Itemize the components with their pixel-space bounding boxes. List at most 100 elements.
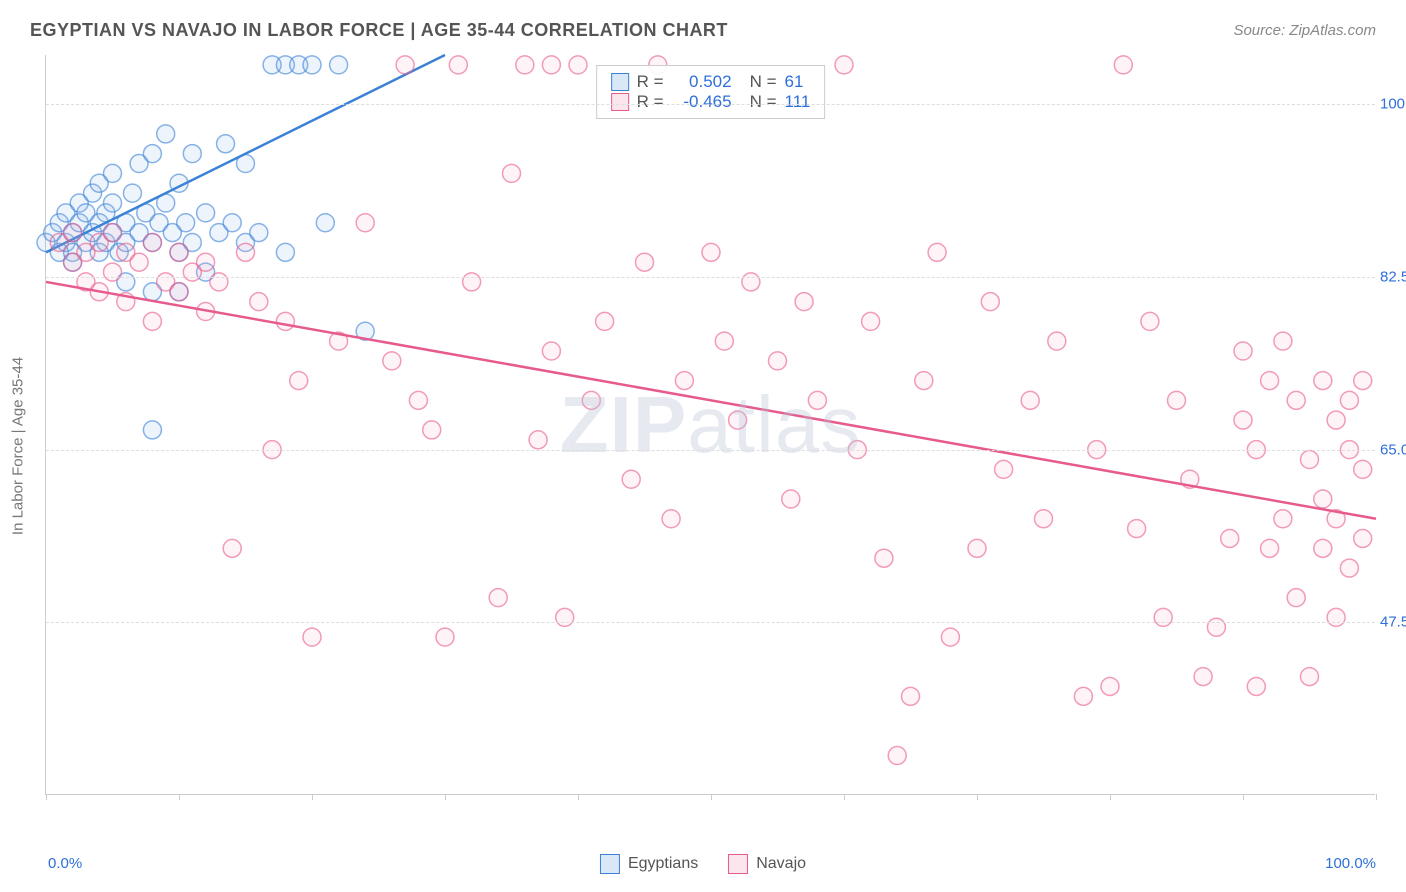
scatter-point [1340, 391, 1358, 409]
scatter-point [556, 608, 574, 626]
scatter-point [383, 352, 401, 370]
x-axis-min-label: 0.0% [48, 855, 82, 872]
scatter-point [1154, 608, 1172, 626]
scatter-point [702, 243, 720, 261]
scatter-point [1354, 529, 1372, 547]
scatter-point [177, 214, 195, 232]
scatter-point [290, 372, 308, 390]
stats-r-label: R = [637, 92, 664, 112]
scatter-point [143, 233, 161, 251]
scatter-point [675, 372, 693, 390]
scatter-point [303, 56, 321, 74]
scatter-point [516, 56, 534, 74]
scatter-point [170, 243, 188, 261]
scatter-point [636, 253, 654, 271]
scatter-point [1048, 332, 1066, 350]
scatter-point [1354, 460, 1372, 478]
stats-row: R = -0.465 N = 111 [611, 92, 811, 112]
scatter-point [542, 56, 560, 74]
scatter-point [875, 549, 893, 567]
legend-label: Egyptians [628, 855, 698, 873]
scatter-point [489, 589, 507, 607]
scatter-point [1274, 510, 1292, 528]
legend-item: Navajo [728, 854, 806, 874]
scatter-point [1314, 490, 1332, 508]
scatter-point [463, 273, 481, 291]
stats-n-value: 61 [785, 72, 804, 92]
scatter-point [276, 243, 294, 261]
stats-n-label: N = [750, 92, 777, 112]
scatter-point [330, 56, 348, 74]
scatter-point [436, 628, 454, 646]
stats-n-value: 111 [785, 92, 811, 112]
scatter-point [104, 194, 122, 212]
y-tick-label: 65.0% [1380, 441, 1406, 458]
scatter-point [64, 224, 82, 242]
stats-n-label: N = [750, 72, 777, 92]
scatter-point [170, 283, 188, 301]
scatter-point [715, 332, 733, 350]
scatter-point [409, 391, 427, 409]
scatter-point [123, 184, 141, 202]
scatter-point [995, 460, 1013, 478]
legend-label: Navajo [756, 855, 806, 873]
y-tick-label: 82.5% [1380, 269, 1406, 286]
scatter-point [596, 312, 614, 330]
scatter-point [888, 747, 906, 765]
scatter-point [1128, 520, 1146, 538]
scatter-point [582, 391, 600, 409]
x-tick [1376, 794, 1377, 800]
scatter-point [104, 164, 122, 182]
scatter-point [902, 687, 920, 705]
scatter-point [1234, 342, 1252, 360]
trend-line [46, 55, 445, 252]
correlation-stats-box: R = 0.502 N = 61R = -0.465 N = 111 [596, 65, 826, 119]
scatter-point [1221, 529, 1239, 547]
scatter-point [742, 273, 760, 291]
x-tick [445, 794, 446, 800]
scatter-point [928, 243, 946, 261]
scatter-svg [46, 55, 1375, 794]
scatter-point [1287, 391, 1305, 409]
x-tick [312, 794, 313, 800]
scatter-point [1168, 391, 1186, 409]
scatter-point [396, 56, 414, 74]
scatter-point [981, 293, 999, 311]
header-bar: EGYPTIAN VS NAVAJO IN LABOR FORCE | AGE … [0, 0, 1406, 51]
x-tick [46, 794, 47, 800]
gridline [46, 450, 1375, 451]
gridline [46, 622, 1375, 623]
scatter-point [1234, 411, 1252, 429]
scatter-point [1035, 510, 1053, 528]
scatter-point [250, 293, 268, 311]
scatter-point [276, 312, 294, 330]
scatter-point [862, 312, 880, 330]
stats-r-value: -0.465 [672, 92, 732, 112]
scatter-point [1314, 539, 1332, 557]
scatter-point [1354, 372, 1372, 390]
scatter-point [622, 470, 640, 488]
scatter-point [143, 421, 161, 439]
scatter-point [223, 214, 241, 232]
scatter-point [1314, 372, 1332, 390]
scatter-point [197, 253, 215, 271]
y-tick-label: 47.5% [1380, 614, 1406, 631]
scatter-point [423, 421, 441, 439]
scatter-point [835, 56, 853, 74]
scatter-point [217, 135, 235, 153]
scatter-point [941, 628, 959, 646]
y-tick-label: 100.0% [1380, 96, 1406, 113]
x-tick [1243, 794, 1244, 800]
scatter-point [529, 431, 547, 449]
y-axis-label: In Labor Force | Age 35-44 [10, 357, 27, 535]
scatter-point [104, 224, 122, 242]
gridline [46, 104, 1375, 105]
scatter-point [569, 56, 587, 74]
scatter-point [1301, 668, 1319, 686]
scatter-point [503, 164, 521, 182]
stats-swatch [611, 73, 629, 91]
scatter-point [1261, 539, 1279, 557]
scatter-point [143, 312, 161, 330]
scatter-point [237, 243, 255, 261]
stats-r-value: 0.502 [672, 72, 732, 92]
